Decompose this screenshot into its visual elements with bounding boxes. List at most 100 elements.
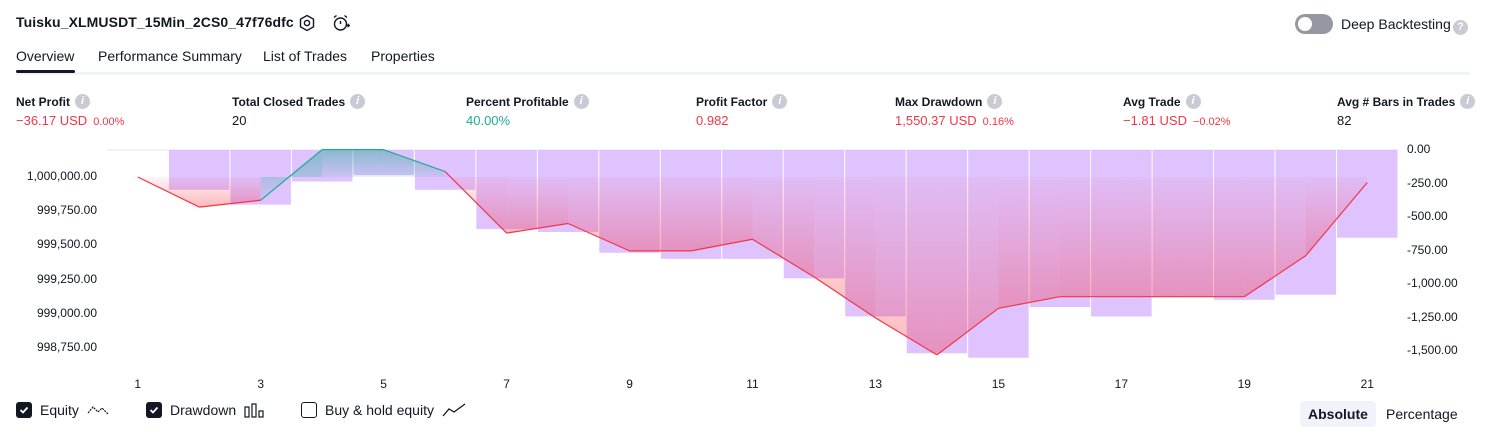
info-icon[interactable]: i <box>1460 94 1476 109</box>
equity-line-segment <box>567 222 630 252</box>
x-axis-tick-label: 15 <box>991 377 1006 391</box>
strategy-title: Tuisku_XLMUSDT_15Min_2CS0_47f76dfc <box>16 14 294 30</box>
deep-backtesting-label: Deep Backtesting <box>1341 16 1451 32</box>
metric-value: −36.17 USD 0.00% <box>16 113 124 128</box>
equity-area-segment <box>1059 177 1122 297</box>
equity-area-segment <box>568 177 630 251</box>
buy-hold-line-icon <box>442 403 466 417</box>
right-axis-tick-label: -250.00 <box>1407 175 1448 190</box>
tab-divider <box>16 72 1470 75</box>
metric-value-percent: −0.02% <box>1192 116 1231 128</box>
equity-line-segment <box>506 222 569 234</box>
right-axis-tick-label: 0.00 <box>1407 142 1431 156</box>
x-axis-tick-label: 1 <box>134 377 142 391</box>
equity-line-segment <box>1305 182 1368 257</box>
right-axis-tick-label: -1,500.00 <box>1407 343 1458 357</box>
legend-equity[interactable]: Equity <box>16 402 109 418</box>
info-icon[interactable]: i <box>1185 94 1201 109</box>
tab-list-of-trades[interactable]: List of Trades <box>263 48 348 64</box>
metric-value: 40.00% <box>466 113 510 128</box>
metric-value-text: −36.17 USD <box>16 113 88 128</box>
metric-label: Percent Profitable i <box>466 94 589 109</box>
right-axis-tick-label: -750.00 <box>1407 242 1448 257</box>
buy-hold-label: Buy & hold equity <box>325 402 434 418</box>
metric-label-text: Max Drawdown <box>895 94 983 109</box>
equity-checkbox[interactable] <box>16 402 32 418</box>
toggle-knob <box>1298 17 1312 31</box>
metric-value-percent: 0.00% <box>93 116 125 128</box>
x-axis-tick-label: 9 <box>626 377 633 391</box>
equity-area-segment <box>383 149 446 177</box>
equity-area-segment <box>1244 177 1306 297</box>
absolute-button[interactable]: Absolute <box>1300 401 1376 427</box>
equity-area-segment <box>1305 177 1368 256</box>
metric-value: −1.81 USD −0.02% <box>1123 113 1231 128</box>
equity-line-segment <box>1243 255 1307 298</box>
buy-hold-checkbox[interactable] <box>301 402 317 418</box>
metric-value: 1,550.37 USD 0.16% <box>895 113 1014 128</box>
right-axis-tick-label: -500.00 <box>1407 209 1448 223</box>
equity-area-segment <box>691 177 753 251</box>
equity-line-segment <box>260 149 323 201</box>
tab-overview[interactable]: Overview <box>16 48 75 64</box>
metric-label-text: Avg # Bars in Trades <box>1337 94 1456 109</box>
info-icon[interactable]: i <box>75 94 90 109</box>
metric-label-text: Total Closed Trades <box>232 94 346 109</box>
info-icon[interactable]: i <box>573 94 589 109</box>
equity-area-segment <box>813 177 876 318</box>
add-alert-icon[interactable] <box>330 12 352 34</box>
equity-area-segment <box>875 177 937 355</box>
info-icon[interactable]: i <box>350 94 366 109</box>
left-axis-tick-label: 999,000.00 <box>36 305 97 320</box>
equity-line-segment <box>690 238 753 252</box>
equity-line-segment <box>137 176 200 208</box>
deep-backtesting-toggle[interactable] <box>1295 14 1333 34</box>
left-axis-tick-label: 999,500.00 <box>36 237 97 252</box>
x-axis-tick-label: 5 <box>380 377 387 391</box>
equity-line-segment <box>199 199 261 208</box>
active-tab-indicator <box>16 70 75 73</box>
equity-area-segment <box>998 177 1060 309</box>
equity-line-segment <box>752 238 815 278</box>
equity-line-segment <box>875 317 938 356</box>
metric-value-text: 40.00% <box>466 113 511 128</box>
info-icon[interactable]: i <box>987 94 1003 109</box>
x-axis-tick-label: 13 <box>868 377 883 391</box>
equity-area-segment <box>1121 177 1183 297</box>
equity-line-segment <box>383 149 446 173</box>
tab-performance-summary[interactable]: Performance Summary <box>98 48 242 64</box>
left-axis-tick-label: 999,250.00 <box>36 271 97 286</box>
percentage-button[interactable]: Percentage <box>1386 406 1458 422</box>
right-axis-tick-label: -1,250.00 <box>1407 309 1458 324</box>
metric-label-text: Profit Factor <box>696 94 768 109</box>
metric-value-text: 0.982 <box>696 113 729 128</box>
settings-icon[interactable] <box>296 12 318 34</box>
equity-area-segment <box>629 177 692 251</box>
equity-line-icon <box>87 406 109 415</box>
x-axis-tick-label: 7 <box>503 377 510 391</box>
equity-area-segment <box>1182 177 1245 297</box>
metric-value-text: 1,550.37 USD <box>895 113 977 128</box>
equity-line-segment <box>936 307 999 356</box>
metric-value: 0.982 <box>696 113 729 128</box>
legend-drawdown[interactable]: Drawdown <box>146 402 264 418</box>
drawdown-checkbox[interactable] <box>146 402 162 418</box>
help-icon[interactable]: ? <box>1453 17 1468 35</box>
metric-value: 20 <box>232 113 246 128</box>
x-axis-tick-label: 17 <box>1114 377 1129 391</box>
metric-label: Max Drawdown i <box>895 94 1003 109</box>
left-axis-tick-label: 999,750.00 <box>36 203 97 218</box>
legend-buy-hold[interactable]: Buy & hold equity <box>301 402 466 418</box>
equity-area-segment <box>199 177 261 208</box>
equity-chart[interactable] <box>0 140 1486 400</box>
metric-label-text: Avg Trade <box>1123 94 1181 109</box>
equity-line-segment <box>444 171 508 234</box>
metric-label-text: Net Profit <box>16 94 70 109</box>
metric-value-text: 82 <box>1337 113 1352 128</box>
x-axis-tick-label: 19 <box>1237 377 1251 391</box>
tab-properties[interactable]: Properties <box>371 48 435 64</box>
left-axis-tick-label: 1,000,000.00 <box>26 169 97 183</box>
info-icon[interactable]: i <box>772 94 788 109</box>
equity-label: Equity <box>40 402 79 418</box>
x-axis-tick-label: 11 <box>746 377 759 391</box>
